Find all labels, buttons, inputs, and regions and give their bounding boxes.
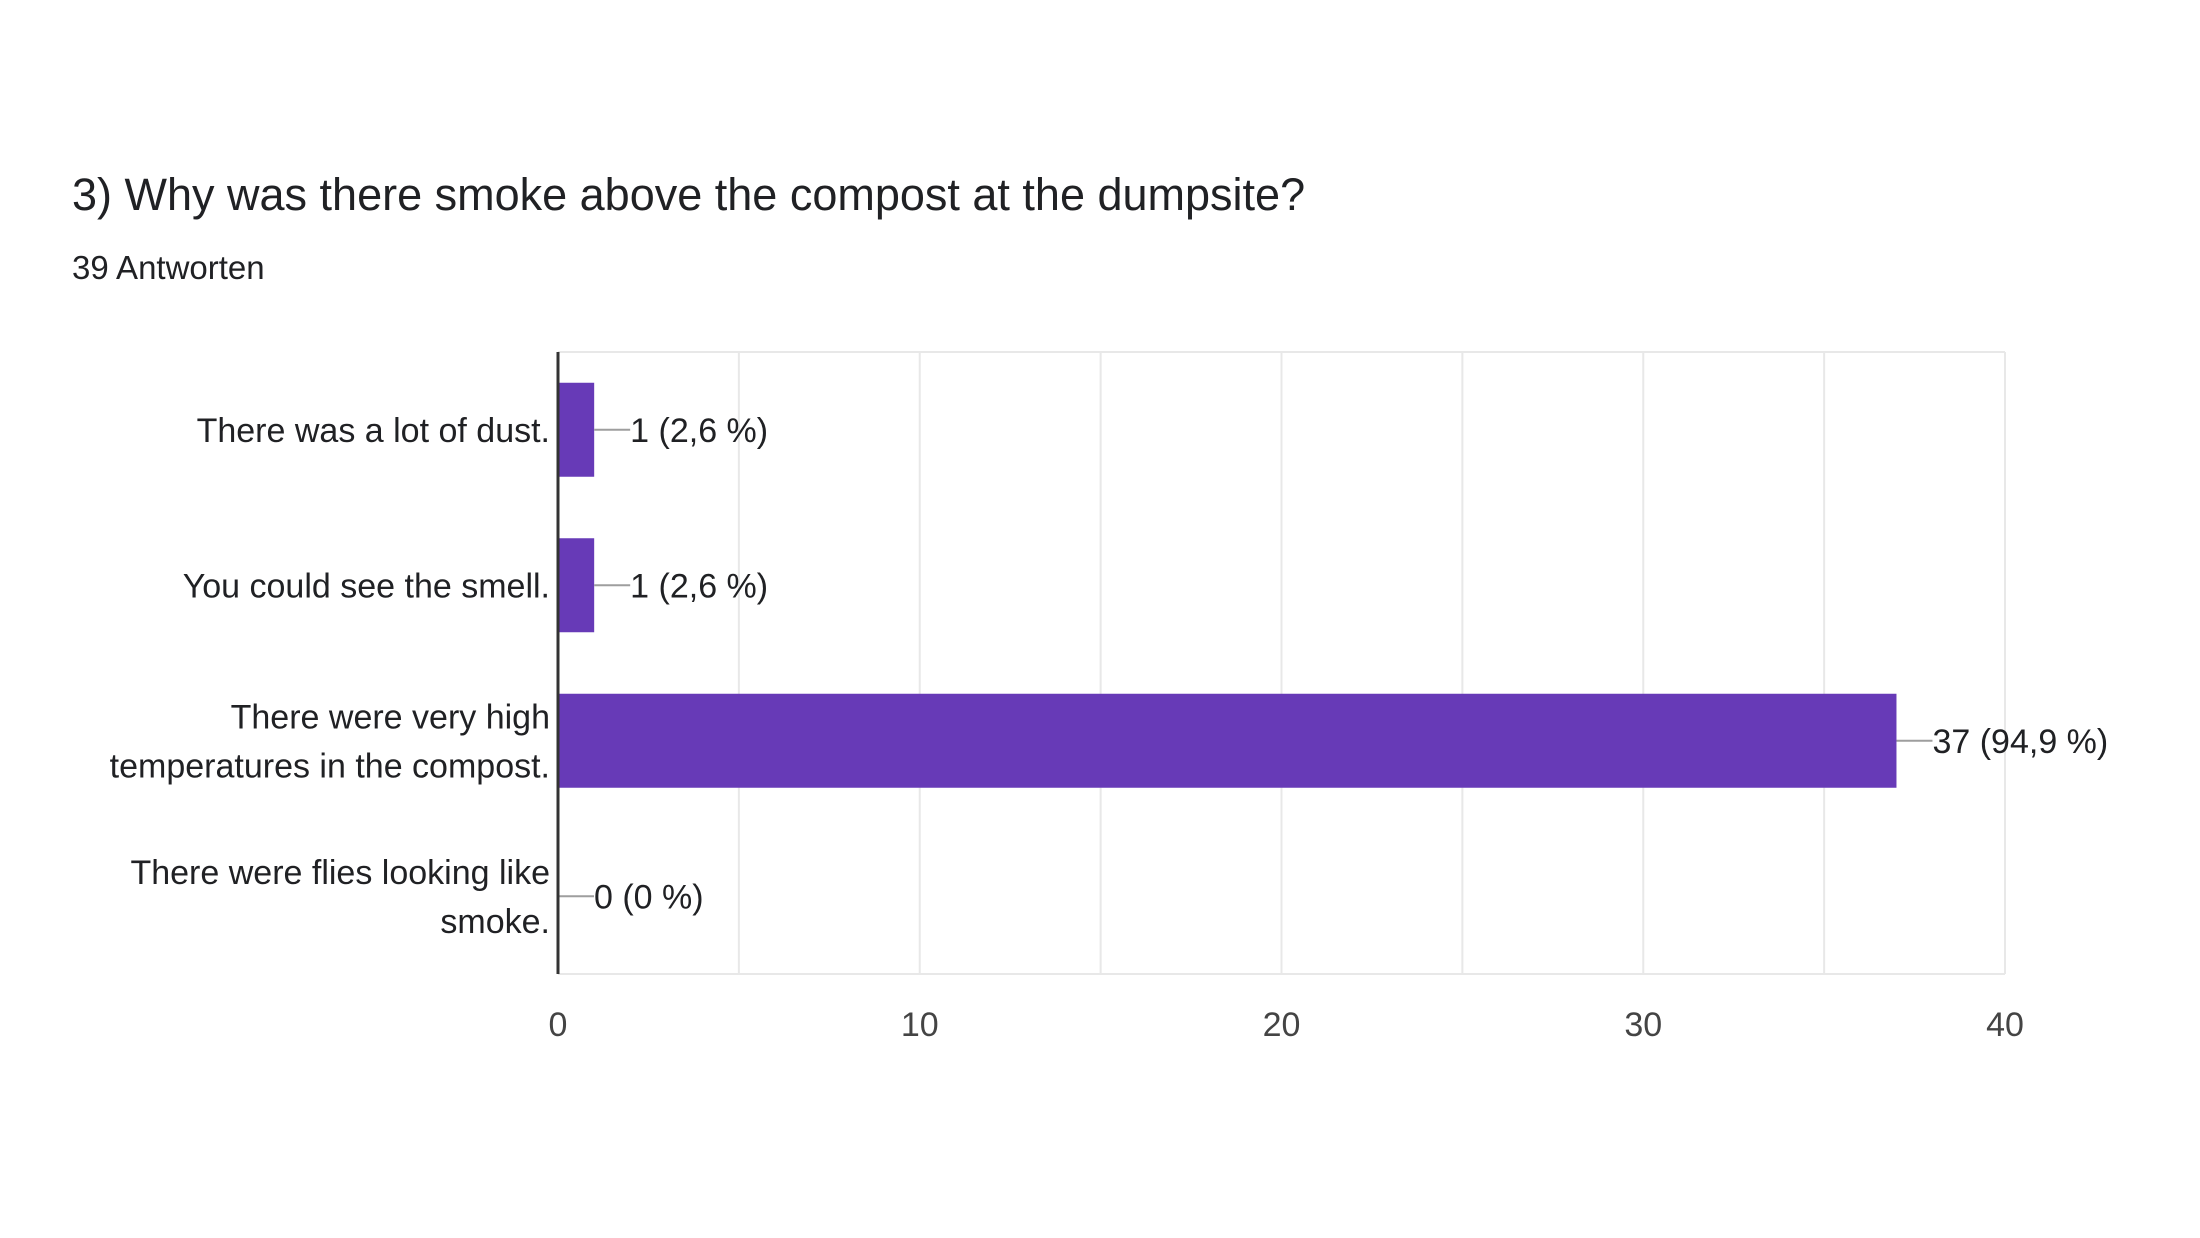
value-label: 1 (2,6 %) bbox=[630, 412, 768, 450]
page-title: 3) Why was there smoke above the compost… bbox=[72, 169, 1306, 220]
bar[interactable] bbox=[558, 693, 1897, 788]
category-label: You could see the smell. bbox=[183, 567, 550, 605]
value-label: 0 (0 %) bbox=[594, 878, 704, 916]
labels: 0 10 20 30 40 1 (2,6 %) There was a lot of dus… bbox=[110, 352, 2108, 1044]
category-label: There was a lot of dust. bbox=[197, 412, 550, 450]
category-label: temperatures in the compost. bbox=[110, 747, 550, 785]
category-label: smoke. bbox=[440, 903, 550, 941]
grid-lines bbox=[558, 351, 2006, 975]
x-tick-label: 40 bbox=[1986, 1006, 2024, 1044]
x-tick-label: 10 bbox=[901, 1006, 939, 1044]
category-label: There were flies looking like bbox=[130, 854, 550, 892]
bar[interactable] bbox=[558, 538, 595, 633]
bar[interactable] bbox=[558, 382, 595, 477]
value-label: 37 (94,9 %) bbox=[1932, 723, 2108, 761]
bars bbox=[558, 382, 1897, 788]
value-label: 1 (2,6 %) bbox=[630, 567, 768, 605]
x-tick-label: 0 bbox=[549, 1006, 568, 1044]
x-tick-label: 20 bbox=[1263, 1006, 1301, 1044]
response-count: 39 Antworten bbox=[72, 249, 265, 286]
category-label: There were very high bbox=[231, 698, 550, 736]
x-tick-label: 30 bbox=[1624, 1006, 1662, 1044]
